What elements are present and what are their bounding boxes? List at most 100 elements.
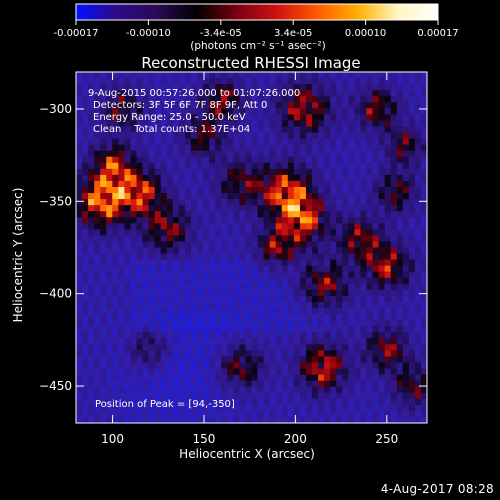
heatmap-cell <box>136 392 144 400</box>
heatmap-cell <box>190 205 198 212</box>
heatmap-cell <box>378 78 386 85</box>
heatmap-cell <box>142 205 150 212</box>
heatmap-cell <box>154 162 162 170</box>
heatmap-cell <box>245 168 252 176</box>
heatmap-cell <box>172 326 180 333</box>
heatmap-cell <box>148 199 156 206</box>
heatmap-cell <box>130 108 138 115</box>
heatmap-cell <box>275 374 283 382</box>
heatmap-cell <box>299 338 307 345</box>
heatmap-cell <box>112 350 119 357</box>
heatmap-cell <box>257 205 265 212</box>
heatmap-cell <box>348 283 355 291</box>
heatmap-cell <box>293 120 301 127</box>
heatmap-cell <box>227 193 234 200</box>
heatmap-cell <box>263 223 271 230</box>
heatmap-cell <box>172 78 180 85</box>
heatmap-cell <box>88 78 95 85</box>
heatmap-cell <box>354 326 361 333</box>
heatmap-cell <box>275 398 283 406</box>
heatmap-cell <box>348 301 355 309</box>
heatmap-cell <box>293 416 301 423</box>
heatmap-cell <box>269 326 277 333</box>
heatmap-cell <box>172 410 180 418</box>
heatmap-cell <box>408 199 416 206</box>
heatmap-cell <box>263 241 271 248</box>
heatmap-cell <box>299 205 307 212</box>
heatmap-cell <box>124 132 131 140</box>
heatmap-cell <box>318 320 325 327</box>
heatmap-cell <box>330 180 337 188</box>
heatmap-cell <box>142 114 150 121</box>
heatmap-cell <box>227 96 234 103</box>
heatmap-cell <box>227 386 234 394</box>
heatmap-cell <box>414 356 422 363</box>
heatmap-cell <box>408 350 416 357</box>
heatmap-cell <box>233 199 240 206</box>
heatmap-cell <box>178 314 186 321</box>
heatmap-cell <box>160 362 168 370</box>
heatmap-cell <box>76 374 83 382</box>
heatmap-cell <box>166 168 174 176</box>
heatmap-cell <box>184 362 192 370</box>
heatmap-cell <box>227 174 234 182</box>
heatmap-cell <box>348 144 355 152</box>
heatmap-cell <box>88 386 95 394</box>
heatmap-cell <box>82 253 89 261</box>
heatmap-cell <box>293 326 301 333</box>
heatmap-cell <box>148 362 156 370</box>
heatmap-cell <box>88 350 95 357</box>
heatmap-cell <box>281 253 289 261</box>
heatmap-cell <box>106 120 113 127</box>
heatmap-cell <box>215 84 222 91</box>
heatmap-cell <box>209 247 216 255</box>
heatmap-cell <box>420 362 427 370</box>
heatmap-cell <box>396 78 404 85</box>
heatmap-cell <box>184 295 192 303</box>
heatmap-cell <box>233 235 240 242</box>
heatmap-cell <box>287 241 295 248</box>
heatmap-cell <box>366 295 374 303</box>
heatmap-cell <box>305 362 313 370</box>
heatmap-cell <box>239 338 246 345</box>
heatmap-cell <box>124 72 131 79</box>
heatmap-cell <box>239 108 246 115</box>
heatmap-cell <box>94 205 101 212</box>
heatmap-cell <box>100 344 107 351</box>
heatmap-cell <box>336 126 343 134</box>
heatmap-cell <box>178 320 186 327</box>
heatmap-cell <box>215 72 222 79</box>
heatmap-cell <box>312 253 319 261</box>
heatmap-cell <box>420 90 427 97</box>
heatmap-cell <box>160 174 168 182</box>
heatmap-cell <box>215 398 222 406</box>
heatmap-cell <box>142 174 150 182</box>
heatmap-cell <box>336 295 343 303</box>
heatmap-cell <box>209 150 216 158</box>
heatmap-cell <box>269 295 277 303</box>
heatmap-cell <box>239 326 246 333</box>
heatmap-cell <box>88 308 95 315</box>
heatmap-cell <box>106 241 113 248</box>
heatmap-cell <box>215 205 222 212</box>
heatmap-cell <box>305 90 313 97</box>
heatmap-cell <box>172 314 180 321</box>
heatmap-cell <box>336 241 343 248</box>
heatmap-cell <box>414 132 422 140</box>
heatmap-cell <box>330 277 337 285</box>
heatmap-cell <box>160 162 168 170</box>
heatmap-cell <box>414 253 422 261</box>
heatmap-cell <box>148 338 156 345</box>
heatmap-cell <box>221 289 228 297</box>
heatmap-cell <box>305 199 313 206</box>
heatmap-cell <box>227 259 234 267</box>
heatmap-cell <box>76 344 83 351</box>
heatmap-cell <box>287 386 295 394</box>
heatmap-cell <box>324 410 331 418</box>
heatmap-cell <box>82 344 89 351</box>
heatmap-cell <box>136 162 144 170</box>
heatmap-cell <box>184 108 192 115</box>
heatmap-cell <box>106 162 113 170</box>
heatmap-cell <box>336 223 343 230</box>
heatmap-cell <box>142 186 150 194</box>
